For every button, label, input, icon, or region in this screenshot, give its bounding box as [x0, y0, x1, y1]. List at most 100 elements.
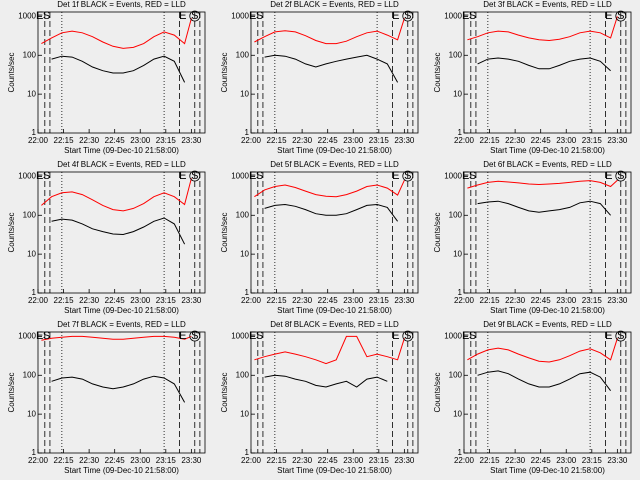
x-tick-label: 23:30	[181, 296, 202, 305]
x-tick-label: 22:15	[267, 136, 288, 145]
chart-title: Det 2f BLACK = Events, RED = LLD	[270, 0, 399, 9]
x-tick-label: 22:00	[28, 136, 49, 145]
y-tick-label: 100	[23, 210, 37, 219]
series-line	[41, 178, 192, 212]
x-tick-label: 22:00	[454, 296, 475, 305]
y-axis-label: Counts/sec	[7, 52, 16, 92]
y-axis-label: Counts/sec	[220, 372, 229, 412]
chart-title: Det 5f BLACK = Events, RED = LLD	[270, 160, 399, 169]
plot-frame	[250, 171, 419, 294]
panel: Det 7f BLACK = Events, RED = LLD Start Ti…	[7, 320, 206, 475]
series-line	[254, 18, 405, 45]
y-tick-label: 100	[236, 210, 250, 219]
x-tick-label: 23:00	[556, 136, 577, 145]
x-tick-label: 22:00	[241, 296, 262, 305]
x-axis-label: Start Time (09-Dec-10 21:58:00)	[490, 466, 605, 475]
x-tick-label: 22:30	[292, 136, 313, 145]
x-tick-label: 22:00	[28, 296, 49, 305]
series-line	[477, 57, 611, 72]
annotation: S	[43, 170, 50, 182]
x-tick-label: 23:30	[607, 296, 628, 305]
chart-title: Det 6f BLACK = Events, RED = LLD	[483, 160, 612, 169]
x-tick-label: 22:45	[105, 456, 126, 465]
x-tick-label: 22:15	[54, 136, 75, 145]
y-tick-label: 1	[458, 128, 463, 137]
y-tick-label: 1000	[444, 12, 462, 21]
annotation: S	[469, 170, 476, 182]
y-tick-label: 1000	[231, 332, 249, 341]
x-axis-label: Start Time (09-Dec-10 21:58:00)	[277, 146, 392, 155]
x-tick-label: 23:00	[343, 136, 364, 145]
plot-frame	[250, 331, 419, 454]
annotation: E	[179, 170, 186, 182]
x-tick-label: 22:15	[54, 296, 75, 305]
panel: Det 8f BLACK = Events, RED = LLD Start Ti…	[220, 320, 419, 475]
y-tick-label: 1000	[444, 332, 462, 341]
x-tick-label: 22:45	[318, 456, 339, 465]
y-tick-label: 1	[245, 128, 250, 137]
plot-frame	[37, 171, 206, 294]
panel: Det 4f BLACK = Events, RED = LLD Start Ti…	[7, 160, 206, 315]
x-tick-label: 22:45	[105, 136, 126, 145]
x-tick-label: 23:00	[343, 296, 364, 305]
x-axis-label: Start Time (09-Dec-10 21:58:00)	[64, 306, 179, 315]
annotation: E	[462, 10, 469, 22]
y-tick-label: 100	[23, 370, 37, 379]
series-line	[467, 16, 618, 42]
series-line	[467, 338, 618, 363]
annotation: E	[36, 10, 43, 22]
y-tick-label: 100	[23, 50, 37, 59]
x-tick-label: 23:15	[156, 456, 177, 465]
x-tick-label: 22:30	[292, 296, 313, 305]
y-tick-label: 1	[32, 288, 37, 297]
x-tick-label: 23:15	[156, 136, 177, 145]
plot-frame	[37, 331, 206, 454]
x-tick-label: 22:00	[241, 456, 262, 465]
y-axis-label: Counts/sec	[220, 212, 229, 252]
annotation-circle	[615, 10, 627, 22]
x-tick-label: 23:15	[582, 136, 603, 145]
chart-title: Det 7f BLACK = Events, RED = LLD	[57, 320, 186, 329]
y-axis-label: Counts/sec	[433, 52, 442, 92]
annotation: S	[617, 170, 624, 182]
annotation: E	[605, 330, 612, 342]
annotation-circle	[615, 170, 627, 182]
annotation-circle	[615, 330, 627, 342]
annotation: E	[36, 330, 43, 342]
x-tick-label: 22:30	[79, 456, 100, 465]
annotation: S	[191, 330, 198, 342]
x-tick-label: 23:15	[582, 296, 603, 305]
panel: Det 9f BLACK = Events, RED = LLD Start Ti…	[433, 320, 632, 475]
plot-frame	[37, 11, 206, 134]
annotation: S	[256, 10, 263, 22]
x-tick-label: 22:30	[505, 296, 526, 305]
x-tick-label: 22:00	[454, 456, 475, 465]
series-line	[254, 179, 405, 198]
y-tick-label: 1	[32, 448, 37, 457]
x-tick-label: 23:00	[130, 296, 151, 305]
x-tick-label: 22:45	[531, 136, 552, 145]
y-tick-label: 100	[449, 370, 463, 379]
x-tick-label: 23:15	[156, 296, 177, 305]
series-line	[467, 179, 618, 189]
x-tick-label: 22:45	[531, 296, 552, 305]
x-tick-label: 23:30	[394, 456, 415, 465]
annotation: S	[404, 170, 411, 182]
y-tick-label: 1	[245, 288, 250, 297]
annotation: E	[179, 330, 186, 342]
series-line	[477, 200, 611, 216]
plot-frame	[250, 11, 419, 134]
chart-title: Det 9f BLACK = Events, RED = LLD	[483, 320, 612, 329]
x-tick-label: 22:30	[505, 456, 526, 465]
annotation: S	[256, 330, 263, 342]
y-tick-label: 1	[32, 128, 37, 137]
y-tick-label: 100	[449, 50, 463, 59]
annotation: E	[392, 10, 399, 22]
y-tick-label: 10	[27, 249, 36, 258]
y-tick-label: 100	[236, 370, 250, 379]
x-tick-label: 22:45	[531, 456, 552, 465]
x-axis-label: Start Time (09-Dec-10 21:58:00)	[277, 466, 392, 475]
y-axis-label: Counts/sec	[433, 372, 442, 412]
x-axis-label: Start Time (09-Dec-10 21:58:00)	[490, 306, 605, 315]
